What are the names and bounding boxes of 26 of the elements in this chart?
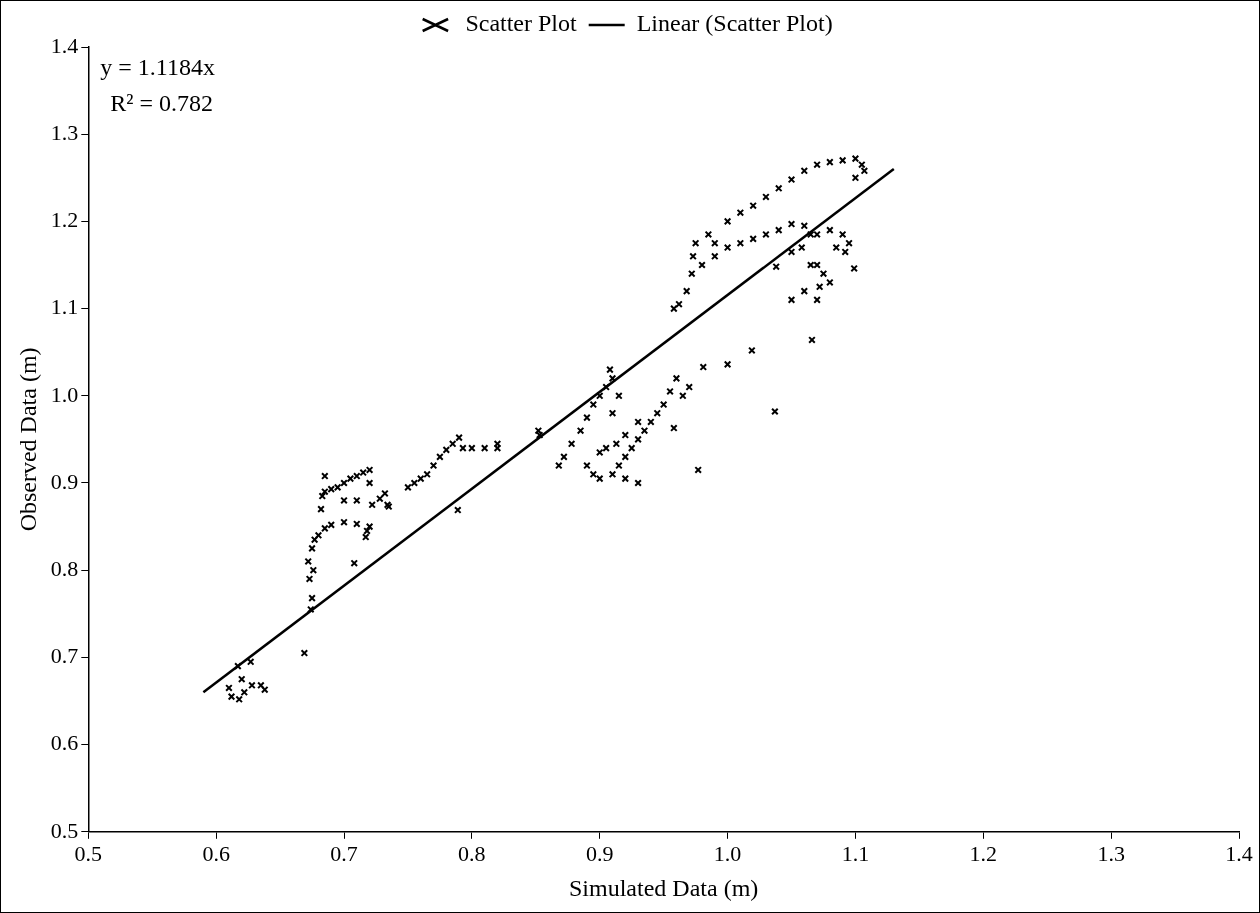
y-tick-label: 0.6 [50, 730, 79, 756]
x-tick-label: 0.9 [585, 840, 614, 866]
x-tick-label: 1.0 [713, 840, 742, 866]
x-axis-title: Simulated Data (m) [569, 874, 759, 901]
y-tick-label: 1.2 [50, 207, 79, 233]
x-tick-label: 0.6 [202, 840, 230, 866]
x-tick-label: 1.3 [1097, 840, 1125, 866]
x-tick-label: 1.1 [841, 840, 870, 866]
y-tick-label: 0.8 [50, 555, 79, 581]
annotation: y = 1.1184x [100, 54, 215, 81]
legend-label: Scatter Plot [465, 10, 578, 37]
y-tick-label: 1.0 [50, 381, 79, 407]
x-tick-label: 1.4 [1225, 840, 1253, 866]
legend-label: Linear (Scatter Plot) [636, 10, 833, 37]
x-tick-label: 0.8 [458, 840, 486, 866]
y-tick-label: 1.4 [50, 32, 79, 58]
y-tick-label: 0.5 [50, 817, 79, 843]
y-tick-label: 1.3 [50, 119, 79, 145]
annotation: R² = 0.782 [110, 90, 214, 117]
y-tick-label: 1.1 [50, 294, 79, 320]
x-tick-label: 0.7 [330, 840, 358, 866]
y-axis-title: Observed Data (m) [14, 347, 41, 532]
x-tick-label: 0.5 [74, 840, 103, 866]
y-tick-label: 0.7 [50, 643, 79, 669]
y-tick-label: 0.9 [50, 468, 79, 494]
x-tick-label: 1.2 [969, 840, 998, 866]
